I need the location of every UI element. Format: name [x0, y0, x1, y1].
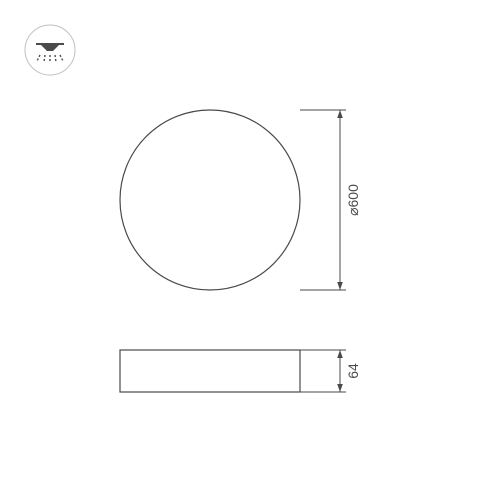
arrow-head [337, 282, 343, 290]
dim-height-label: 64 [345, 363, 361, 379]
plan-view-circle [120, 110, 300, 290]
arrow-head [337, 384, 343, 392]
technical-drawing: ⌀600 64 [0, 0, 500, 500]
dim-diameter-label: ⌀600 [345, 184, 361, 216]
mount-type-icon [25, 25, 75, 75]
arrow-head [337, 350, 343, 358]
side-view-rect [120, 350, 300, 392]
arrow-head [337, 110, 343, 118]
